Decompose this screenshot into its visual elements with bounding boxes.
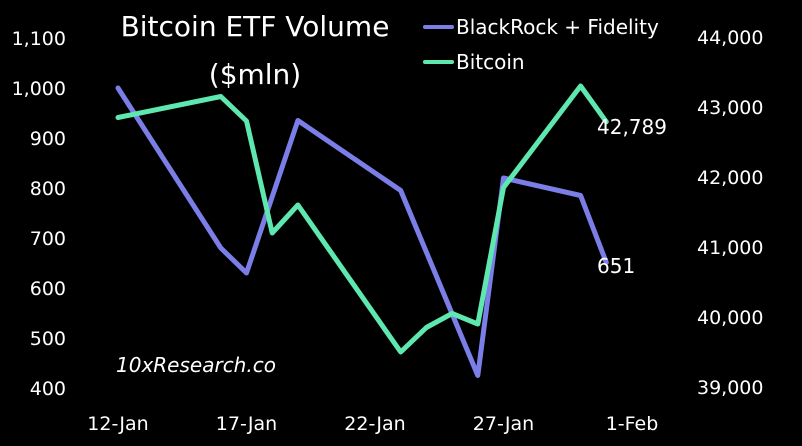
series-lines	[115, 83, 609, 378]
series-line-bitcoin	[115, 83, 609, 355]
left-tick-label: 1,100	[12, 28, 66, 50]
legend-label-bitcoin: Bitcoin	[456, 50, 525, 74]
series-line-blackrock-fidelity	[115, 85, 609, 378]
right-tick-label: 40,000	[697, 307, 763, 329]
left-tick-label: 500	[30, 328, 66, 350]
legend-label-blackrock-fidelity: BlackRock + Fidelity	[456, 15, 659, 39]
x-tick-label: 22-Jan	[344, 413, 405, 435]
left-tick-label: 700	[30, 228, 66, 250]
left-tick-label: 800	[30, 178, 66, 200]
chart-title: Bitcoin ETF Volume	[121, 10, 390, 43]
right-tick-label: 44,000	[697, 27, 763, 49]
left-axis-ticks: 400 500 600 700 800 900 1,000 1,100	[12, 28, 66, 400]
right-axis-ticks: 39,000 40,000 41,000 42,000 43,000 44,000	[697, 27, 763, 399]
right-tick-label: 43,000	[697, 97, 763, 119]
right-tick-label: 39,000	[697, 377, 763, 399]
right-tick-label: 41,000	[697, 237, 763, 259]
left-tick-label: 400	[30, 378, 66, 400]
left-tick-label: 600	[30, 278, 66, 300]
x-tick-label: 17-Jan	[216, 413, 277, 435]
x-tick-label: 1-Feb	[606, 413, 659, 435]
watermark: 10xResearch.co	[116, 353, 276, 377]
chart-subtitle: ($mln)	[209, 58, 301, 91]
right-tick-label: 42,000	[697, 167, 763, 189]
left-tick-label: 1,000	[12, 78, 66, 100]
x-tick-label: 12-Jan	[87, 413, 148, 435]
legend: BlackRock + Fidelity Bitcoin	[423, 15, 659, 74]
x-axis-ticks: 12-Jan 17-Jan 22-Jan 27-Jan 1-Feb	[87, 413, 658, 435]
end-label-blackrock-fidelity: 651	[597, 254, 635, 278]
end-label-bitcoin: 42,789	[597, 115, 667, 139]
left-tick-label: 900	[30, 128, 66, 150]
x-tick-label: 27-Jan	[473, 413, 534, 435]
